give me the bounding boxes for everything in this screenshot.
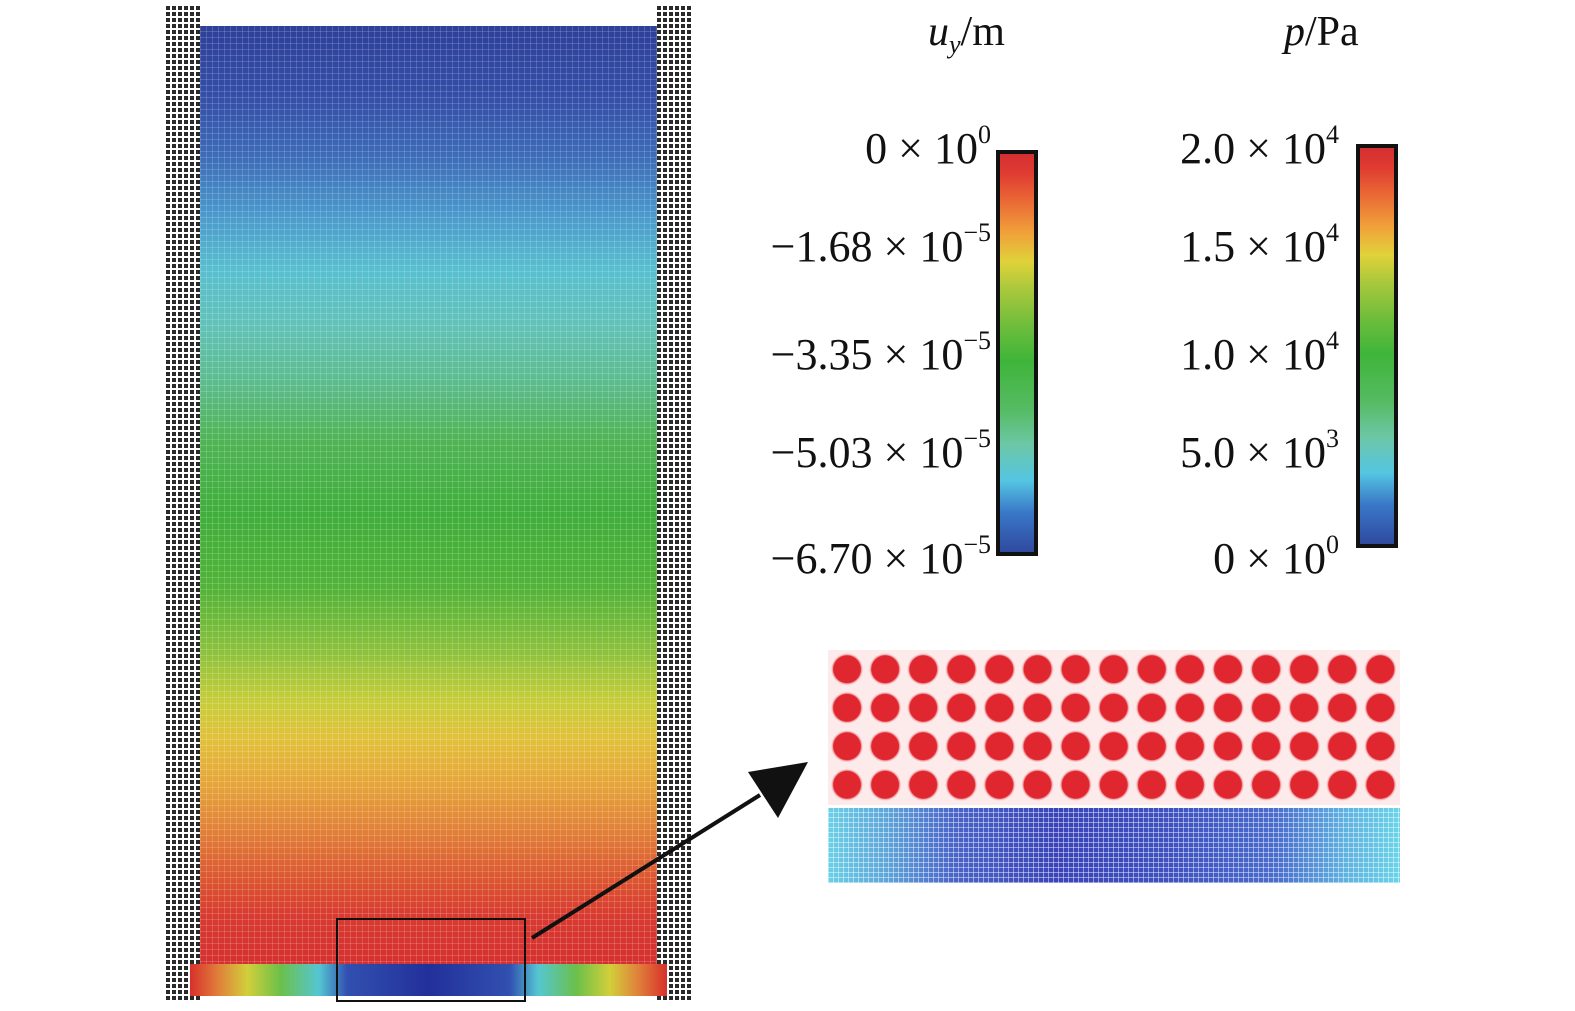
particle-mesh-overlay — [200, 26, 657, 964]
pressure-colorbar — [1356, 144, 1398, 548]
pressure-tick-3: 5.0 × 103 — [1180, 424, 1339, 477]
zoomed-fluid-mesh — [828, 808, 1400, 883]
pressure-tick-2: 1.0 × 104 — [1180, 326, 1339, 379]
left-wall-particles — [166, 4, 200, 1002]
displacement-tick-4: −6.70 × 10−5 — [770, 530, 991, 583]
displacement-tick-3: −5.03 × 10−5 — [770, 424, 991, 477]
pressure-tick-0: 2.0 × 104 — [1180, 120, 1339, 173]
zoomed-fluid-mesh-grid — [828, 808, 1400, 883]
zoom-arrow-line — [530, 793, 762, 940]
pressure-legend-title: p/Pa — [1284, 9, 1359, 55]
pressure-tick-4: 0 × 100 — [1213, 530, 1339, 583]
zoom-arrow-head — [748, 762, 808, 818]
displacement-tick-2: −3.35 × 10−5 — [770, 326, 991, 379]
base-pressure-layer — [190, 964, 667, 996]
displacement-colorbar — [996, 150, 1038, 556]
right-wall-particles — [657, 4, 691, 1002]
displacement-legend-title: uy/m — [928, 9, 1005, 59]
pressure-tick-1: 1.5 × 104 — [1180, 218, 1339, 271]
displacement-contour-column — [200, 26, 657, 964]
zoom-region-box — [336, 918, 526, 1002]
displacement-tick-1: −1.68 × 10−5 — [770, 218, 991, 271]
displacement-tick-0: 0 × 100 — [865, 120, 991, 173]
zoomed-soil-particles — [828, 650, 1400, 805]
